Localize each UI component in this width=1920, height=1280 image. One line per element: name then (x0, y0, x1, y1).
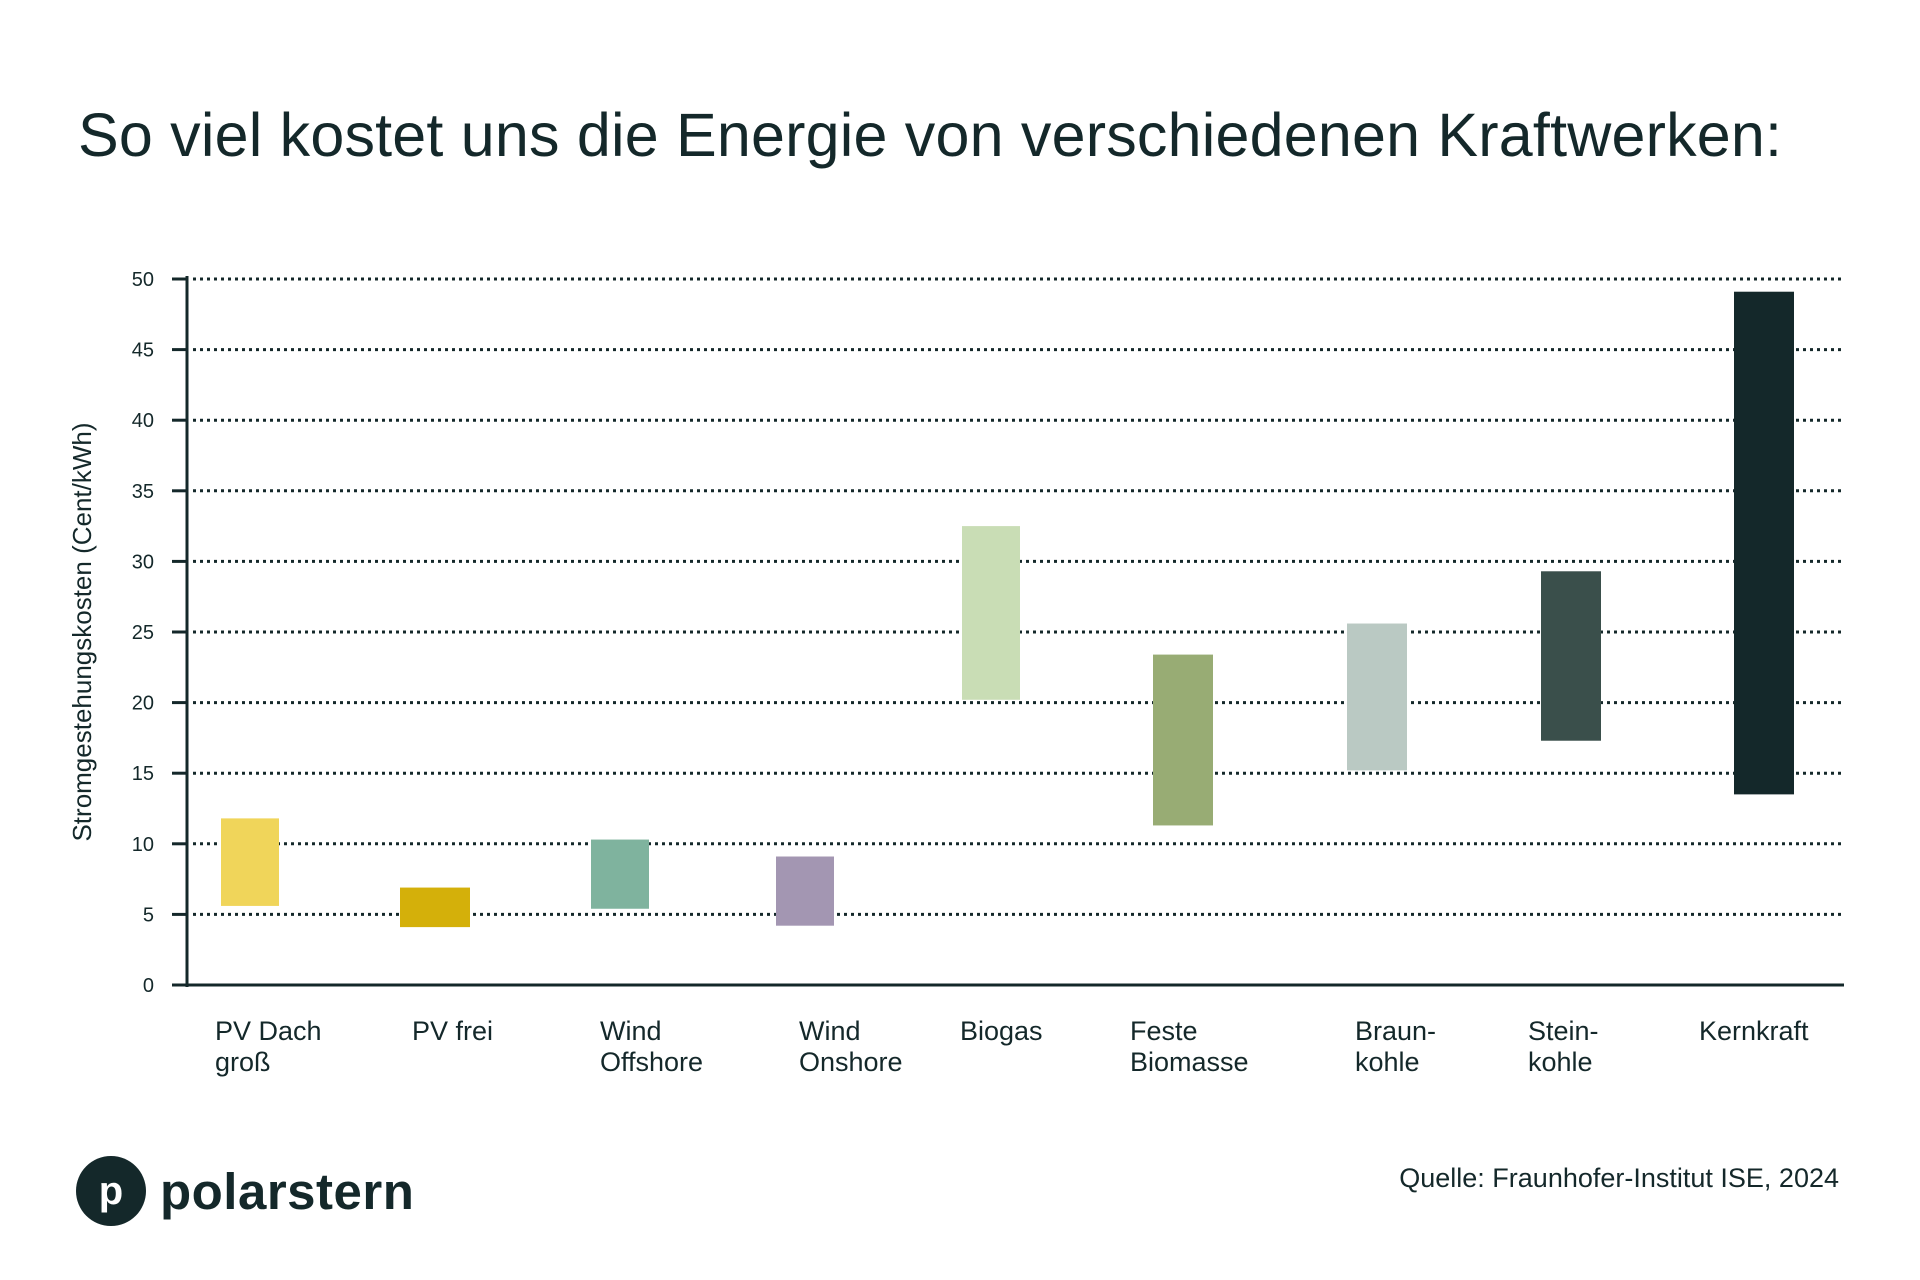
x-category-label: Wind Onshore (799, 1016, 903, 1077)
bar-3 (591, 839, 649, 909)
source-note: Quelle: Fraunhofer-Institut ISE, 2024 (1399, 1163, 1839, 1193)
y-tick-label: 15 (132, 763, 154, 785)
bar-1 (221, 818, 279, 906)
bar-9 (1734, 291, 1794, 795)
y-tick-label: 5 (143, 904, 154, 926)
y-tick-label: 20 (132, 693, 154, 715)
y-tick-label: 10 (132, 834, 154, 856)
x-category-label: Braun- kohle (1355, 1016, 1437, 1077)
bar-2 (400, 887, 470, 928)
bar-8 (1541, 571, 1601, 741)
polarstern-logo: p polarstern (76, 1156, 414, 1226)
x-category-label: Feste Biomasse (1130, 1016, 1249, 1077)
x-category-label: Stein- kohle (1528, 1016, 1599, 1077)
x-category-label: PV Dach groß (215, 1016, 322, 1077)
logo-text: polarstern (160, 1162, 415, 1220)
y-axis-label: Stromgestehungskosten (Cent/kWh) (67, 422, 97, 841)
y-tick-label: 30 (132, 551, 154, 573)
y-tick-label: 25 (132, 622, 154, 644)
y-tick-label: 35 (132, 481, 154, 503)
y-tick-label: 50 (132, 269, 154, 291)
y-tick-label: 40 (132, 410, 154, 432)
bar-7 (1347, 623, 1407, 771)
chart-title: So viel kostet uns die Energie von versc… (78, 101, 1783, 169)
x-category-label: Kernkraft (1699, 1016, 1809, 1046)
bar-6 (1153, 654, 1213, 826)
x-category-label: Wind Offshore (600, 1016, 704, 1077)
logo-mark: p (76, 1156, 146, 1226)
x-category-label: PV frei (412, 1016, 494, 1046)
bar-5 (962, 526, 1020, 700)
bar-4 (776, 856, 834, 926)
y-tick-label: 45 (132, 340, 154, 362)
y-tick-label: 0 (143, 975, 154, 997)
x-category-label: Biogas (960, 1016, 1043, 1046)
